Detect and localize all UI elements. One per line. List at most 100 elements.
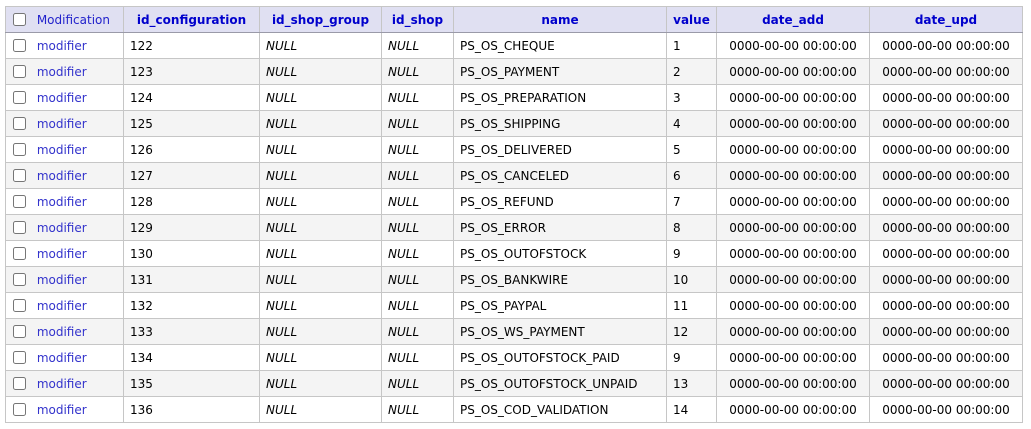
cell-date-upd: 0000-00-00 00:00:00 xyxy=(869,58,1023,85)
row-actions-cell: modifier xyxy=(5,240,124,267)
modifier-link[interactable]: modifier xyxy=(36,64,87,79)
modifier-link[interactable]: modifier xyxy=(36,350,87,365)
modifier-link[interactable]: modifier xyxy=(36,168,87,183)
cell-id-configuration: 123 xyxy=(123,58,260,85)
modifier-link[interactable]: modifier xyxy=(36,116,87,131)
cell-id-shop: NULL xyxy=(381,266,454,293)
row-actions-cell: modifier xyxy=(5,396,124,423)
cell-id-shop-group: NULL xyxy=(259,214,382,241)
cell-value: 3 xyxy=(666,84,717,111)
row-checkbox[interactable] xyxy=(13,350,26,364)
column-header-name[interactable]: name xyxy=(453,6,667,33)
cell-id-configuration: 122 xyxy=(123,32,260,59)
cell-date-upd: 0000-00-00 00:00:00 xyxy=(869,318,1023,345)
cell-date-upd: 0000-00-00 00:00:00 xyxy=(869,110,1023,137)
cell-name: PS_OS_ERROR xyxy=(453,214,667,241)
cell-date-add: 0000-00-00 00:00:00 xyxy=(716,240,870,267)
cell-id-shop: NULL xyxy=(381,240,454,267)
cell-date-upd: 0000-00-00 00:00:00 xyxy=(869,370,1023,397)
cell-date-upd: 0000-00-00 00:00:00 xyxy=(869,266,1023,293)
cell-id-shop: NULL xyxy=(381,162,454,189)
modifier-link[interactable]: modifier xyxy=(36,324,87,339)
table-body: modifier 122 NULL NULL PS_OS_CHEQUE 1 00… xyxy=(5,32,1023,423)
column-header-id-configuration[interactable]: id_configuration xyxy=(123,6,260,33)
cell-id-configuration: 124 xyxy=(123,84,260,111)
row-actions-cell: modifier xyxy=(5,162,124,189)
row-checkbox[interactable] xyxy=(13,90,26,104)
header-row: Modification id_configuration id_shop_gr… xyxy=(5,6,1023,33)
cell-id-configuration: 126 xyxy=(123,136,260,163)
row-checkbox[interactable] xyxy=(13,298,26,312)
cell-name: PS_OS_OUTOFSTOCK_PAID xyxy=(453,344,667,371)
cell-name: PS_OS_OUTOFSTOCK_UNPAID xyxy=(453,370,667,397)
cell-date-upd: 0000-00-00 00:00:00 xyxy=(869,136,1023,163)
row-checkbox[interactable] xyxy=(13,194,26,208)
cell-date-add: 0000-00-00 00:00:00 xyxy=(716,344,870,371)
modifier-link[interactable]: modifier xyxy=(36,142,87,157)
cell-id-configuration: 131 xyxy=(123,266,260,293)
row-checkbox[interactable] xyxy=(13,246,26,260)
cell-id-configuration: 132 xyxy=(123,292,260,319)
cell-id-shop: NULL xyxy=(381,110,454,137)
row-checkbox[interactable] xyxy=(13,324,26,338)
cell-name: PS_OS_DELIVERED xyxy=(453,136,667,163)
cell-date-add: 0000-00-00 00:00:00 xyxy=(716,58,870,85)
row-checkbox[interactable] xyxy=(13,220,26,234)
row-checkbox[interactable] xyxy=(13,168,26,182)
row-actions-cell: modifier xyxy=(5,344,124,371)
row-checkbox[interactable] xyxy=(13,116,26,130)
modifier-link[interactable]: modifier xyxy=(36,298,87,313)
table-row: modifier 135 NULL NULL PS_OS_OUTOFSTOCK_… xyxy=(5,370,1023,397)
cell-value: 12 xyxy=(666,318,717,345)
cell-name: PS_OS_PAYMENT xyxy=(453,58,667,85)
cell-name: PS_OS_BANKWIRE xyxy=(453,266,667,293)
table-row: modifier 136 NULL NULL PS_OS_COD_VALIDAT… xyxy=(5,396,1023,423)
column-header-date-add[interactable]: date_add xyxy=(716,6,870,33)
column-header-value[interactable]: value xyxy=(666,6,717,33)
cell-value: 4 xyxy=(666,110,717,137)
table-row: modifier 126 NULL NULL PS_OS_DELIVERED 5… xyxy=(5,136,1023,163)
cell-id-shop-group: NULL xyxy=(259,32,382,59)
cell-value: 2 xyxy=(666,58,717,85)
modification-header-label: Modification xyxy=(36,12,110,27)
cell-date-upd: 0000-00-00 00:00:00 xyxy=(869,84,1023,111)
modifier-link[interactable]: modifier xyxy=(36,90,87,105)
cell-value: 9 xyxy=(666,240,717,267)
cell-id-shop: NULL xyxy=(381,396,454,423)
column-header-id-shop-group[interactable]: id_shop_group xyxy=(259,6,382,33)
modifier-link[interactable]: modifier xyxy=(36,402,87,417)
cell-date-add: 0000-00-00 00:00:00 xyxy=(716,214,870,241)
modifier-link[interactable]: modifier xyxy=(36,194,87,209)
cell-value: 10 xyxy=(666,266,717,293)
modifier-link[interactable]: modifier xyxy=(36,220,87,235)
column-header-date-upd[interactable]: date_upd xyxy=(869,6,1023,33)
row-checkbox[interactable] xyxy=(13,272,26,286)
cell-date-upd: 0000-00-00 00:00:00 xyxy=(869,240,1023,267)
row-checkbox[interactable] xyxy=(13,142,26,156)
row-checkbox[interactable] xyxy=(13,402,26,416)
row-checkbox[interactable] xyxy=(13,64,26,78)
modifier-link[interactable]: modifier xyxy=(36,38,87,53)
row-actions-cell: modifier xyxy=(5,214,124,241)
column-header-id-shop[interactable]: id_shop xyxy=(381,6,454,33)
cell-name: PS_OS_SHIPPING xyxy=(453,110,667,137)
configuration-table: Modification id_configuration id_shop_gr… xyxy=(5,6,1023,423)
modifier-link[interactable]: modifier xyxy=(36,376,87,391)
cell-id-shop-group: NULL xyxy=(259,188,382,215)
cell-id-shop-group: NULL xyxy=(259,318,382,345)
cell-id-shop: NULL xyxy=(381,136,454,163)
cell-value: 7 xyxy=(666,188,717,215)
cell-date-add: 0000-00-00 00:00:00 xyxy=(716,370,870,397)
cell-date-add: 0000-00-00 00:00:00 xyxy=(716,292,870,319)
cell-id-shop-group: NULL xyxy=(259,292,382,319)
cell-name: PS_OS_PREPARATION xyxy=(453,84,667,111)
cell-date-upd: 0000-00-00 00:00:00 xyxy=(869,344,1023,371)
table-row: modifier 132 NULL NULL PS_OS_PAYPAL 11 0… xyxy=(5,292,1023,319)
modifier-link[interactable]: modifier xyxy=(36,272,87,287)
row-checkbox[interactable] xyxy=(13,38,26,52)
cell-id-shop: NULL xyxy=(381,32,454,59)
cell-id-shop-group: NULL xyxy=(259,162,382,189)
select-all-checkbox[interactable] xyxy=(13,12,26,26)
row-checkbox[interactable] xyxy=(13,376,26,390)
modifier-link[interactable]: modifier xyxy=(36,246,87,261)
